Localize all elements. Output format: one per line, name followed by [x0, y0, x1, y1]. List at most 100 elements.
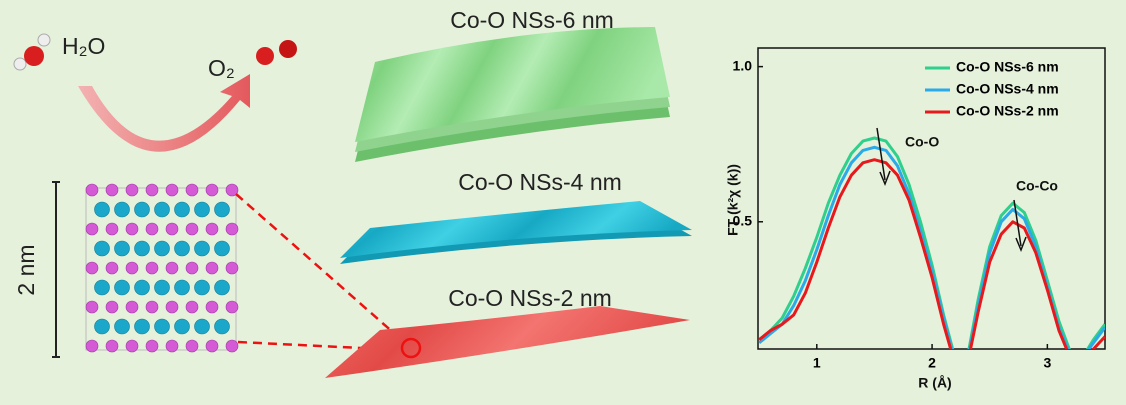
atom [194, 201, 210, 218]
legend-label: Co-O NSs-6 nm [956, 59, 1059, 75]
atom [85, 300, 99, 314]
atom [205, 339, 219, 353]
legend-label: Co-O NSs-4 nm [956, 81, 1059, 97]
atom [185, 261, 199, 275]
x-tick-label: 3 [1043, 355, 1051, 371]
legend-label: Co-O NSs-2 nm [956, 103, 1059, 119]
sheet-label: Co-O NSs-4 nm [458, 169, 622, 195]
water-molecule [13, 33, 51, 71]
annotation-arrow [1013, 199, 1027, 253]
atom [154, 201, 170, 218]
oxygen-molecule [256, 40, 297, 65]
x-tick-label: 1 [813, 355, 821, 371]
atom [194, 318, 210, 335]
sheet-4nm [340, 201, 692, 264]
atom [165, 222, 179, 236]
sheet-label: Co-O NSs-6 nm [450, 7, 614, 33]
atom [134, 240, 150, 257]
atom [105, 183, 119, 197]
annotation: Co-Co [1016, 178, 1058, 194]
atom [154, 318, 170, 335]
atom [134, 318, 150, 335]
atom [174, 240, 190, 257]
atom [165, 300, 179, 314]
atom [214, 279, 230, 296]
atom [134, 279, 150, 296]
atom [105, 300, 119, 314]
atom [185, 300, 199, 314]
atom [85, 183, 99, 197]
atom [225, 183, 239, 197]
atom [214, 201, 230, 218]
x-axis-label: R (Å) [918, 375, 951, 391]
atom [194, 240, 210, 257]
atom [205, 261, 219, 275]
reaction-arrow [78, 74, 250, 152]
sheet-6nm [355, 27, 670, 162]
reactant-label: H₂O [62, 33, 105, 59]
atom [174, 318, 190, 335]
atom [125, 339, 139, 353]
curve [758, 158, 1105, 349]
atom [205, 222, 219, 236]
atom [145, 339, 159, 353]
atom [214, 318, 230, 335]
atom [225, 339, 239, 353]
atom [205, 183, 219, 197]
atom [145, 300, 159, 314]
crystal-structure [85, 183, 239, 353]
atom [145, 183, 159, 197]
atom [94, 240, 110, 257]
atom [145, 261, 159, 275]
atom [225, 300, 239, 314]
atom [125, 183, 139, 197]
atom [225, 222, 239, 236]
atom [185, 339, 199, 353]
y-axis-label: FT (k²χ (k)) [725, 164, 741, 236]
atom [105, 339, 119, 353]
atom [214, 240, 230, 257]
atom [85, 222, 99, 236]
annotation: Co-O [905, 134, 939, 150]
atom [165, 261, 179, 275]
atom [185, 222, 199, 236]
atom [165, 183, 179, 197]
atom [85, 261, 99, 275]
curve [758, 136, 1105, 349]
atom [174, 201, 190, 218]
atom [134, 201, 150, 218]
x-tick-label: 2 [928, 355, 936, 371]
atom [114, 240, 130, 257]
atom [105, 222, 119, 236]
atom [185, 183, 199, 197]
sheet-label: Co-O NSs-2 nm [448, 285, 612, 311]
atom [145, 222, 159, 236]
atom [174, 279, 190, 296]
atom [125, 222, 139, 236]
zoom-circle [400, 337, 422, 359]
atom [105, 261, 119, 275]
atom [125, 261, 139, 275]
atom [165, 339, 179, 353]
atom [194, 279, 210, 296]
atom [125, 300, 139, 314]
ft-plot: 1 2 3 0.5 1.0 Co-O NSs-6 nm Co-O NSs-4 nm Co-O … [733, 57, 1105, 371]
curves [758, 136, 1105, 349]
sheet-2nm [325, 306, 690, 378]
atom [154, 240, 170, 257]
product-label: O₂ [208, 55, 235, 81]
atom [205, 300, 219, 314]
atom [94, 279, 110, 296]
atom [114, 201, 130, 218]
y-tick-label: 1.0 [733, 57, 753, 73]
scale-bracket [52, 181, 60, 358]
scale-label: 2 nm [13, 244, 39, 295]
atom [225, 261, 239, 275]
atom [94, 318, 110, 335]
y-tick-label: 0.5 [733, 212, 753, 228]
annotation-arrow [876, 127, 891, 187]
atom [114, 318, 130, 335]
atom [85, 339, 99, 353]
atom [154, 279, 170, 296]
